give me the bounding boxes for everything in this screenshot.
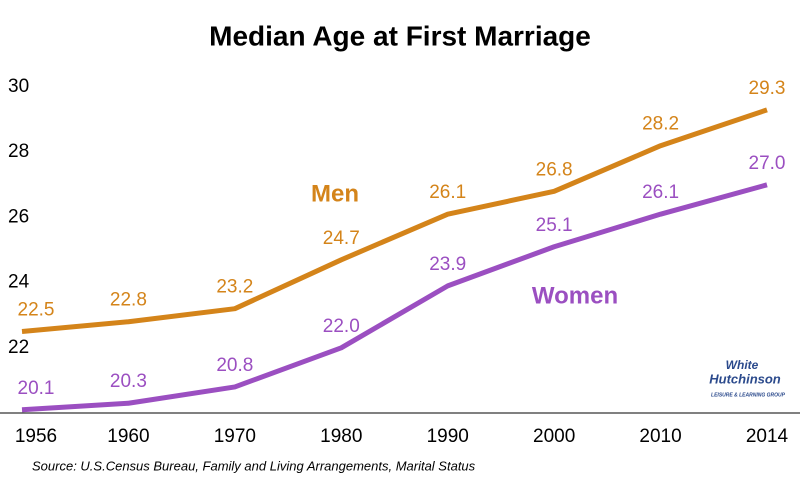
data-label: 26.8	[536, 159, 573, 180]
x-tick-label: 2010	[639, 426, 681, 447]
data-label: 24.7	[323, 228, 360, 249]
series-line	[21, 107, 768, 334]
y-tick-label: 28	[8, 141, 29, 162]
y-tick-label: 22	[8, 337, 29, 358]
chart-title: Median Age at First Marriage	[209, 20, 591, 51]
data-label: 20.1	[18, 378, 55, 399]
logo: White Hutchinson LEISURE & LEARNING GROU…	[709, 358, 785, 398]
source-note: Source: U.S.Census Bureau, Family and Li…	[32, 458, 476, 473]
x-tick-label: 1980	[320, 426, 362, 447]
y-tick-label: 26	[8, 206, 29, 227]
data-label: 28.2	[642, 114, 679, 135]
x-tick-label: 1960	[107, 426, 149, 447]
series-label: Women	[532, 282, 618, 309]
data-label: 22.5	[18, 300, 55, 321]
logo-text: Hutchinson	[709, 371, 781, 386]
x-tick-label: 2000	[533, 426, 575, 447]
data-label: 25.1	[536, 215, 573, 236]
x-tick-label: 1990	[427, 426, 469, 447]
x-tick-label: 1956	[15, 426, 57, 447]
logo-text: LEISURE & LEARNING GROUP	[711, 392, 786, 398]
data-label: 23.2	[216, 277, 253, 298]
y-tick-label: 24	[8, 272, 30, 293]
y-tick-label: 30	[8, 76, 29, 97]
data-label: 29.3	[749, 78, 786, 99]
data-label: 26.1	[642, 182, 679, 203]
data-label: 20.3	[110, 371, 147, 392]
data-label: 22.0	[323, 316, 360, 337]
data-label: 27.0	[749, 153, 786, 174]
data-label: 26.1	[429, 182, 466, 203]
x-tick-label: 2014	[746, 426, 789, 447]
data-label: 22.8	[110, 290, 147, 311]
series-line	[21, 182, 768, 413]
logo-text: White	[726, 358, 759, 372]
data-label: 20.8	[216, 355, 253, 376]
data-label: 23.9	[429, 254, 466, 275]
series-label: Men	[311, 180, 359, 207]
x-tick-label: 1970	[214, 426, 256, 447]
